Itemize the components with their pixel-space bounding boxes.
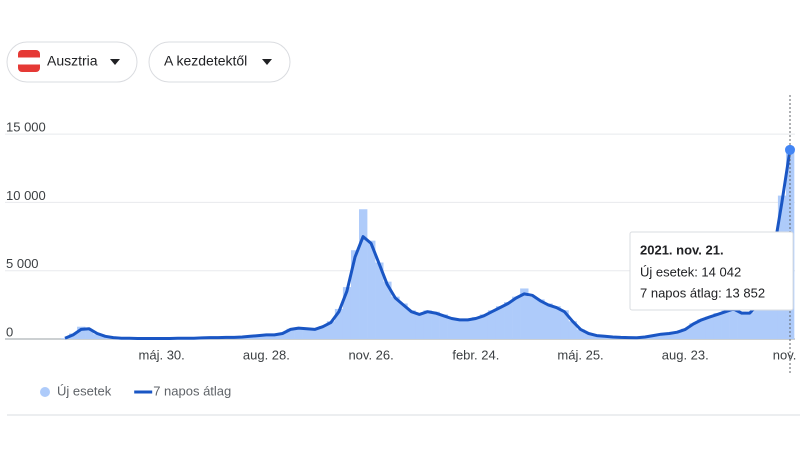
x-tick-label: aug. 28. [243, 347, 290, 362]
bar [713, 313, 722, 339]
dropdown-arrow [262, 59, 272, 65]
bar [584, 333, 593, 339]
bar [512, 296, 521, 339]
x-tick-label: aug. 23. [662, 347, 709, 362]
bar [270, 334, 279, 339]
bar [455, 319, 465, 339]
legend-label: Új esetek [57, 383, 112, 398]
x-tick-label: máj. 30. [139, 347, 185, 362]
bar [367, 240, 376, 339]
y-tick-label: 15 000 [6, 120, 46, 135]
bar [407, 310, 416, 339]
bar [262, 334, 271, 339]
legend-label: 7 napos átlag [153, 383, 231, 398]
bar [423, 310, 432, 339]
bar [504, 302, 513, 339]
bar [528, 296, 537, 339]
bar [649, 335, 658, 339]
bar [399, 303, 408, 339]
bar [359, 209, 368, 339]
dropdown-arrow [110, 59, 120, 65]
tooltip-line: 7 napos átlag: 13 852 [640, 285, 765, 300]
line [64, 149, 792, 340]
bar [657, 333, 666, 339]
bar [721, 310, 730, 339]
bar [689, 323, 698, 339]
bar [439, 314, 448, 339]
bar [568, 321, 577, 339]
bar [318, 326, 328, 339]
bar [254, 335, 263, 339]
bar [93, 334, 102, 339]
bar [302, 329, 311, 339]
bar [479, 314, 489, 339]
bar [737, 311, 746, 339]
y-tick-label: 5 000 [6, 256, 39, 271]
bar [310, 328, 320, 339]
bar [753, 302, 763, 339]
bar [431, 311, 440, 339]
bar [383, 281, 392, 339]
plot: 0 5 000 10 000 15 000 máj. 30. aug. 28. nov. 2… [5, 95, 800, 398]
bar [342, 287, 352, 339]
bar [326, 321, 336, 339]
bar [334, 308, 344, 339]
bar [536, 299, 545, 339]
bar [415, 313, 424, 339]
country-dropdown[interactable] [6, 41, 138, 83]
bar [77, 326, 86, 339]
bar [487, 310, 497, 339]
bar [592, 335, 601, 339]
tooltip [629, 231, 794, 311]
bar [391, 296, 400, 339]
bar [673, 331, 682, 339]
bar [495, 306, 505, 339]
bar [665, 333, 674, 339]
bar [697, 319, 706, 339]
country-label: Ausztria [47, 53, 98, 69]
flag-stripe [18, 57, 40, 65]
bar [294, 328, 303, 339]
bar [576, 329, 585, 339]
bar [544, 303, 553, 339]
bar [560, 310, 569, 339]
bar [278, 332, 287, 339]
bar [286, 328, 295, 339]
bar [471, 317, 481, 339]
bar [681, 328, 690, 339]
bar [745, 312, 755, 339]
bar [350, 250, 360, 339]
bar [520, 288, 529, 339]
bar [729, 307, 738, 339]
bar [447, 318, 456, 339]
hover-dot [785, 144, 795, 155]
x-tick-label: nov. 2 [773, 347, 800, 362]
x-tick-label: nov. 26. [348, 347, 393, 362]
bar [705, 316, 714, 339]
bar [463, 319, 473, 339]
y-tick-label: 0 [6, 324, 13, 339]
bar [85, 330, 94, 339]
range-dropdown[interactable] [148, 41, 291, 83]
tooltip-title: 2021. nov. 21. [640, 242, 724, 257]
range-label: A kezdetektől [164, 53, 247, 69]
x-tick-label: máj. 25. [557, 347, 603, 362]
tooltip-line: Új esetek: 14 042 [640, 264, 741, 279]
x-tick-label: febr. 24. [452, 347, 499, 362]
legend-swatch [40, 387, 50, 397]
bar [552, 306, 561, 339]
y-tick-label: 10 000 [6, 188, 46, 203]
bar [375, 262, 384, 339]
